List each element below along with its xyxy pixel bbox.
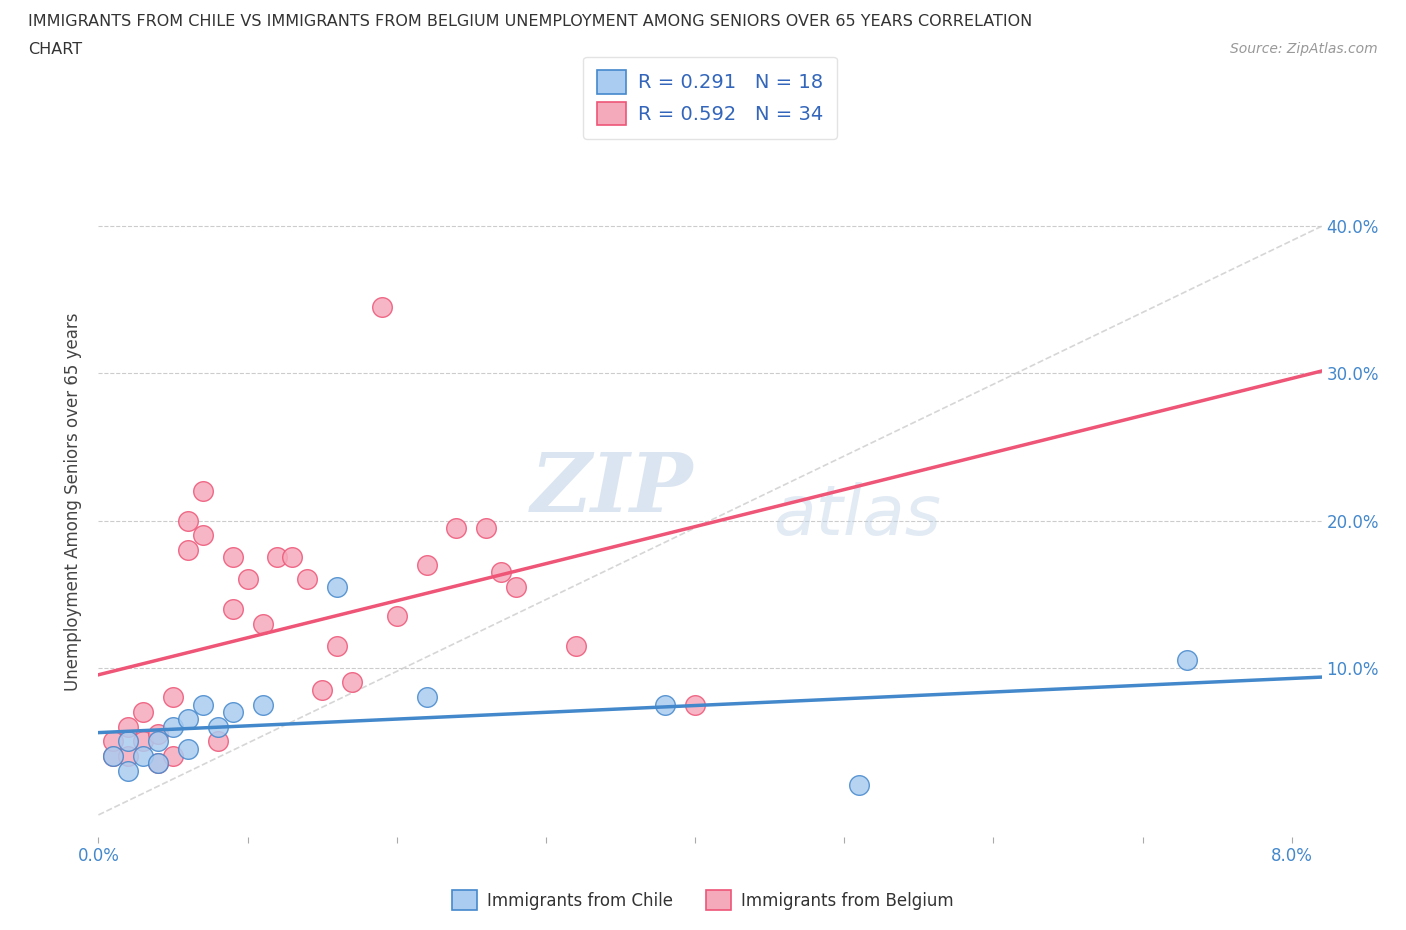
Point [1177, 653, 1199, 668]
Point [117, 734, 139, 749]
Point [146, 734, 169, 749]
Point [146, 756, 169, 771]
Point [117, 764, 139, 778]
Point [117, 719, 139, 734]
Point [281, 550, 304, 565]
Point [505, 579, 527, 594]
Point [446, 521, 468, 536]
Legend: R = 0.291   N = 18, R = 0.592   N = 34: R = 0.291 N = 18, R = 0.592 N = 34 [583, 57, 837, 140]
Point [221, 704, 243, 719]
Point [117, 749, 139, 764]
Point [103, 749, 125, 764]
Point [311, 683, 333, 698]
Point [266, 550, 288, 565]
Point [371, 299, 394, 314]
Text: Source: ZipAtlas.com: Source: ZipAtlas.com [1230, 42, 1378, 56]
Text: CHART: CHART [28, 42, 82, 57]
Text: ZIP: ZIP [531, 449, 693, 529]
Point [654, 698, 676, 712]
Point [132, 704, 155, 719]
Point [191, 528, 214, 543]
Point [475, 521, 498, 536]
Point [252, 698, 274, 712]
Point [162, 719, 184, 734]
Point [221, 550, 243, 565]
Point [103, 749, 125, 764]
Point [162, 690, 184, 705]
Point [177, 741, 200, 756]
Text: IMMIGRANTS FROM CHILE VS IMMIGRANTS FROM BELGIUM UNEMPLOYMENT AMONG SENIORS OVER: IMMIGRANTS FROM CHILE VS IMMIGRANTS FROM… [28, 14, 1032, 29]
Point [207, 719, 229, 734]
Point [297, 572, 319, 587]
Point [385, 609, 408, 624]
Point [221, 602, 243, 617]
Text: atlas: atlas [773, 482, 941, 549]
Point [177, 542, 200, 557]
Point [252, 617, 274, 631]
Point [565, 638, 588, 653]
Point [489, 565, 512, 579]
Point [236, 572, 259, 587]
Legend: Immigrants from Chile, Immigrants from Belgium: Immigrants from Chile, Immigrants from B… [446, 884, 960, 917]
Y-axis label: Unemployment Among Seniors over 65 years: Unemployment Among Seniors over 65 years [65, 313, 83, 691]
Point [207, 734, 229, 749]
Point [132, 734, 155, 749]
Point [132, 749, 155, 764]
Point [177, 513, 200, 528]
Point [326, 579, 349, 594]
Point [191, 484, 214, 498]
Point [683, 698, 706, 712]
Point [191, 698, 214, 712]
Point [146, 756, 169, 771]
Point [162, 749, 184, 764]
Point [415, 690, 437, 705]
Point [146, 726, 169, 741]
Point [415, 557, 437, 572]
Point [177, 711, 200, 726]
Point [340, 675, 363, 690]
Point [848, 778, 870, 793]
Point [103, 734, 125, 749]
Point [326, 638, 349, 653]
